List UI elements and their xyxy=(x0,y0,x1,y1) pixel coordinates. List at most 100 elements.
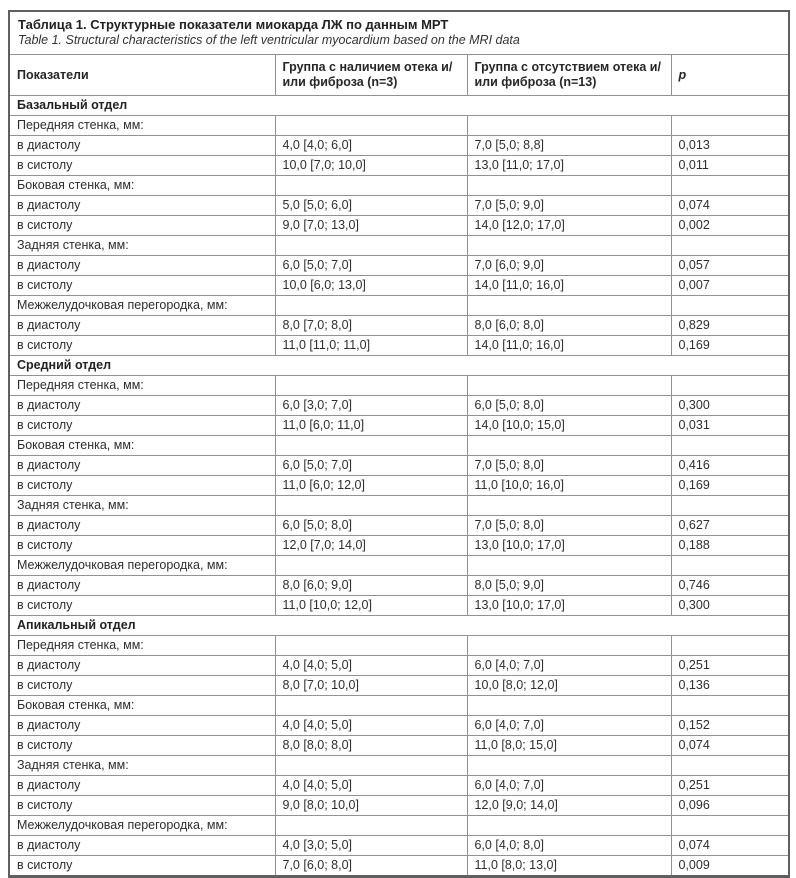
row-label: в систолу xyxy=(8,535,276,557)
p-value: 0,188 xyxy=(670,535,790,557)
row-label: в систолу xyxy=(8,155,276,177)
data-row: в диастолу 4,0 [3,0; 5,0] 6,0 [4,0; 8,0] 0,… xyxy=(8,835,790,857)
group-label-row: Боковая стенка, мм: xyxy=(8,695,790,717)
section-row: Апикальный отдел xyxy=(8,615,790,637)
table-caption-cell: Таблица 1. Структурные показатели миокар… xyxy=(8,10,790,56)
row-label: в диастолу xyxy=(8,655,276,677)
group-label: Межжелудочковая перегородка, мм: xyxy=(8,295,276,317)
data-row: в диастолу 6,0 [5,0; 7,0] 7,0 [6,0; 9,0] 0,… xyxy=(8,255,790,277)
data-row: в диастолу 4,0 [4,0; 6,0] 7,0 [5,0; 8,8] 0,… xyxy=(8,135,790,157)
p-value: 0,013 xyxy=(670,135,790,157)
group1-empty-cell xyxy=(274,815,468,837)
p-value: 0,074 xyxy=(670,735,790,757)
section-title: Базальный отдел xyxy=(8,95,790,117)
group1-value: 8,0 [6,0; 9,0] xyxy=(274,575,468,597)
p-value: 0,009 xyxy=(670,855,790,877)
p-empty-cell xyxy=(670,375,790,397)
data-row: в систолу 11,0 [6,0; 12,0] 11,0 [10,0; 16,… xyxy=(8,475,790,497)
data-row: в систолу 10,0 [7,0; 10,0] 13,0 [11,0; 17,… xyxy=(8,155,790,177)
group-label-row: Боковая стенка, мм: xyxy=(8,435,790,457)
group1-empty-cell xyxy=(274,495,468,517)
table-caption-row: Таблица 1. Структурные показатели миокар… xyxy=(8,10,790,56)
row-label: в систолу xyxy=(8,415,276,437)
group2-value: 10,0 [8,0; 12,0] xyxy=(466,675,672,697)
group2-empty-cell xyxy=(466,555,672,577)
group1-value: 8,0 [8,0; 8,0] xyxy=(274,735,468,757)
data-row: в систолу 8,0 [8,0; 8,0] 11,0 [8,0; 15,0] 0… xyxy=(8,735,790,757)
p-empty-cell xyxy=(670,235,790,257)
group1-empty-cell xyxy=(274,175,468,197)
group2-value: 13,0 [10,0; 17,0] xyxy=(466,535,672,557)
p-value: 0,169 xyxy=(670,335,790,357)
group2-value: 14,0 [11,0; 16,0] xyxy=(466,335,672,357)
column-header-group-edema-absent: Группа с отсутствием отека и/или фиброза… xyxy=(466,54,672,97)
group-label-row: Межжелудочковая перегородка, мм: xyxy=(8,295,790,317)
section-title: Апикальный отдел xyxy=(8,615,790,637)
data-row: в систолу 11,0 [6,0; 11,0] 14,0 [10,0; 15,… xyxy=(8,415,790,437)
group-label: Передняя стенка, мм: xyxy=(8,635,276,657)
group1-value: 6,0 [5,0; 7,0] xyxy=(274,255,468,277)
group-label-row: Задняя стенка, мм: xyxy=(8,755,790,777)
group1-value: 6,0 [3,0; 7,0] xyxy=(274,395,468,417)
row-label: в систолу xyxy=(8,215,276,237)
group2-value: 14,0 [12,0; 17,0] xyxy=(466,215,672,237)
group1-value: 7,0 [6,0; 8,0] xyxy=(274,855,468,877)
p-empty-cell xyxy=(670,115,790,137)
group-label: Межжелудочковая перегородка, мм: xyxy=(8,555,276,577)
group2-value: 11,0 [10,0; 16,0] xyxy=(466,475,672,497)
group-label: Межжелудочковая перегородка, мм: xyxy=(8,815,276,837)
data-row: в диастолу 6,0 [5,0; 7,0] 7,0 [5,0; 8,0] 0,… xyxy=(8,455,790,477)
group2-value: 8,0 [5,0; 9,0] xyxy=(466,575,672,597)
p-empty-cell xyxy=(670,555,790,577)
group1-empty-cell xyxy=(274,115,468,137)
p-value: 0,074 xyxy=(670,835,790,857)
data-row: в диастолу 8,0 [6,0; 9,0] 8,0 [5,0; 9,0] 0,… xyxy=(8,575,790,597)
data-row: в диастолу 8,0 [7,0; 8,0] 8,0 [6,0; 8,0] 0,… xyxy=(8,315,790,337)
group1-value: 8,0 [7,0; 8,0] xyxy=(274,315,468,337)
group2-empty-cell xyxy=(466,635,672,657)
group1-value: 8,0 [7,0; 10,0] xyxy=(274,675,468,697)
row-label: в диастолу xyxy=(8,715,276,737)
p-value: 0,136 xyxy=(670,675,790,697)
p-value: 0,007 xyxy=(670,275,790,297)
group1-value: 4,0 [3,0; 5,0] xyxy=(274,835,468,857)
column-header-p-value: p xyxy=(670,54,790,97)
group-label: Задняя стенка, мм: xyxy=(8,495,276,517)
row-label: в диастолу xyxy=(8,395,276,417)
group1-value: 10,0 [7,0; 10,0] xyxy=(274,155,468,177)
group-label: Передняя стенка, мм: xyxy=(8,375,276,397)
data-row: в систолу 8,0 [7,0; 10,0] 10,0 [8,0; 12,0]… xyxy=(8,675,790,697)
table-title-ru: Таблица 1. Структурные показатели миокар… xyxy=(18,17,449,32)
p-value: 0,096 xyxy=(670,795,790,817)
group2-value: 6,0 [4,0; 7,0] xyxy=(466,715,672,737)
row-label: в диастолу xyxy=(8,775,276,797)
group2-value: 7,0 [6,0; 9,0] xyxy=(466,255,672,277)
group2-value: 6,0 [4,0; 8,0] xyxy=(466,835,672,857)
group1-value: 11,0 [6,0; 11,0] xyxy=(274,415,468,437)
section-row: Базальный отдел xyxy=(8,95,790,117)
p-value: 0,152 xyxy=(670,715,790,737)
p-value: 0,416 xyxy=(670,455,790,477)
p-value: 0,251 xyxy=(670,775,790,797)
row-label: в систолу xyxy=(8,795,276,817)
group1-empty-cell xyxy=(274,295,468,317)
data-row: в систолу 11,0 [11,0; 11,0] 14,0 [11,0; 16… xyxy=(8,335,790,357)
p-empty-cell xyxy=(670,815,790,837)
p-value: 0,746 xyxy=(670,575,790,597)
group1-empty-cell xyxy=(274,755,468,777)
data-row: в диастолу 4,0 [4,0; 5,0] 6,0 [4,0; 7,0] 0,… xyxy=(8,655,790,677)
group2-value: 12,0 [9,0; 14,0] xyxy=(466,795,672,817)
group1-value: 4,0 [4,0; 5,0] xyxy=(274,775,468,797)
group1-empty-cell xyxy=(274,375,468,397)
data-row: в систолу 10,0 [6,0; 13,0] 14,0 [11,0; 16,… xyxy=(8,275,790,297)
group-label-row: Задняя стенка, мм: xyxy=(8,235,790,257)
group1-value: 11,0 [6,0; 12,0] xyxy=(274,475,468,497)
group-label: Боковая стенка, мм: xyxy=(8,695,276,717)
group2-empty-cell xyxy=(466,235,672,257)
group2-value: 6,0 [4,0; 7,0] xyxy=(466,775,672,797)
p-empty-cell xyxy=(670,495,790,517)
group1-empty-cell xyxy=(274,435,468,457)
table-body: Базальный отдел Передняя стенка, мм: в диа… xyxy=(8,95,790,877)
row-label: в диастолу xyxy=(8,575,276,597)
group2-empty-cell xyxy=(466,435,672,457)
